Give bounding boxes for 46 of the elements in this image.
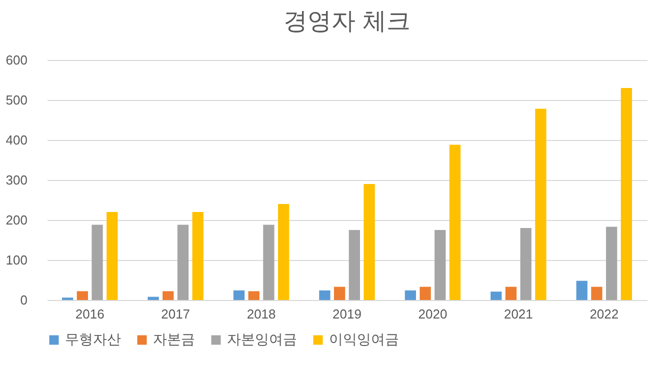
x-tick-label: 2020 xyxy=(418,306,448,322)
y-tick-label: 300 xyxy=(6,172,28,188)
legend-label: 무형자산 xyxy=(65,331,121,347)
bar xyxy=(520,228,532,300)
legend-label: 자본잉여금 xyxy=(227,331,297,347)
bar xyxy=(364,184,375,300)
y-tick-label: 200 xyxy=(6,212,28,228)
bar xyxy=(404,290,416,300)
bar xyxy=(505,286,517,300)
bar xyxy=(434,230,446,300)
bar xyxy=(76,291,88,300)
bar xyxy=(334,286,346,300)
bar xyxy=(162,291,174,300)
x-tick-label: 2019 xyxy=(332,306,362,322)
y-tick-label: 600 xyxy=(6,52,28,68)
bar xyxy=(92,224,103,300)
y-tick-label: 400 xyxy=(6,132,28,148)
bar xyxy=(490,292,502,300)
x-tick-label: 2021 xyxy=(504,306,533,322)
bar xyxy=(233,290,245,300)
bar xyxy=(620,88,632,300)
chart-title: 경영자 체크 xyxy=(284,8,410,35)
y-tick-label: 500 xyxy=(6,92,28,108)
x-tick-label: 2022 xyxy=(590,306,619,322)
bar xyxy=(278,204,290,300)
bar xyxy=(348,230,360,300)
y-tick-label: 100 xyxy=(6,252,28,268)
bar xyxy=(106,212,118,300)
bar xyxy=(449,144,461,300)
x-tick-label: 2018 xyxy=(246,306,276,322)
legend-label: 자본금 xyxy=(153,331,195,347)
bar xyxy=(420,286,431,300)
legend-label: 이익잉여금 xyxy=(329,331,399,347)
x-tick-label: 2016 xyxy=(75,306,104,322)
bar xyxy=(192,212,204,300)
bar xyxy=(248,291,260,300)
bar xyxy=(591,286,602,300)
x-tick-label: 2017 xyxy=(161,306,190,322)
bar xyxy=(606,226,618,300)
bar xyxy=(319,290,330,300)
bar xyxy=(177,224,189,300)
bar xyxy=(576,280,588,300)
bar xyxy=(263,224,274,300)
bar xyxy=(535,108,546,300)
bar xyxy=(148,296,159,300)
y-tick-label: 0 xyxy=(20,292,28,308)
